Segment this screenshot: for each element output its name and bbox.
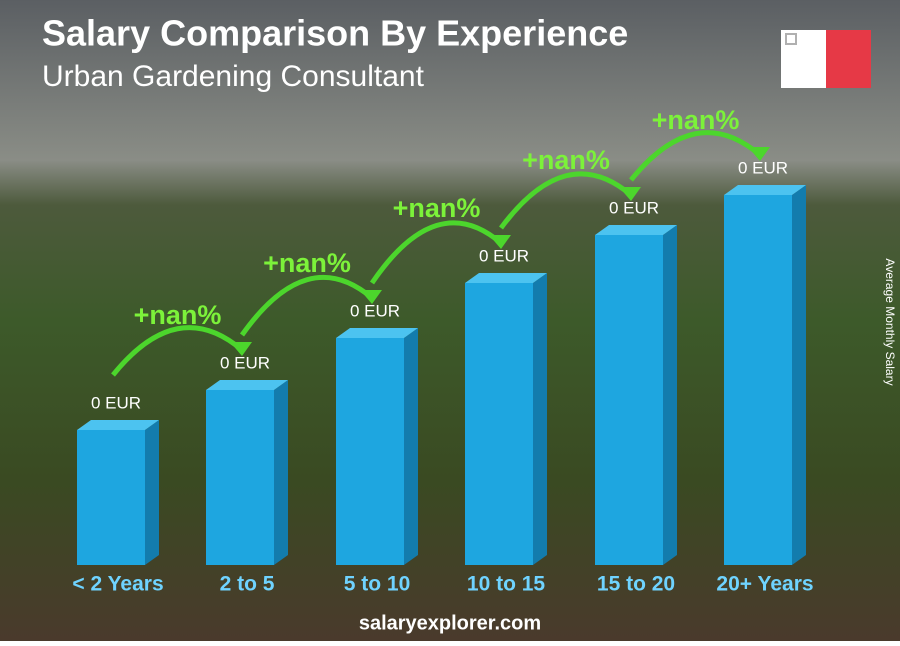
value-label: 0 EUR <box>350 301 400 320</box>
flag-red <box>826 30 871 88</box>
x-tick-label: < 2 Years <box>72 573 163 596</box>
chart-title: Salary Comparison By Experience <box>42 13 628 54</box>
arrow-head <box>619 187 641 201</box>
footer: salaryexplorer.com <box>359 612 541 634</box>
value-label: 0 EUR <box>738 158 788 177</box>
bar-side <box>663 225 677 565</box>
change-arrow <box>239 274 374 337</box>
change-arrow <box>629 130 762 182</box>
change-label: +nan% <box>652 105 740 135</box>
flag-white <box>781 30 826 88</box>
bar-side <box>404 328 418 565</box>
bar <box>206 390 274 565</box>
bar <box>465 283 533 565</box>
value-label: 0 EUR <box>91 393 141 412</box>
flag-cross <box>785 33 797 45</box>
bar-side <box>145 420 159 565</box>
x-tick-label: 2 to 5 <box>220 573 275 596</box>
bar <box>595 235 663 565</box>
change-label: +nan% <box>134 300 222 330</box>
bar-top <box>465 273 547 283</box>
bar-side <box>274 380 288 565</box>
bar <box>77 430 145 565</box>
value-label: 0 EUR <box>609 198 659 217</box>
arrow-head <box>489 235 511 249</box>
change-arrow <box>369 220 503 285</box>
bar <box>724 195 792 565</box>
arrow-head <box>360 290 382 304</box>
bar-top <box>206 380 288 390</box>
change-label: +nan% <box>522 145 610 175</box>
arrow-head <box>748 147 770 161</box>
bar <box>336 338 404 565</box>
x-tick-label: 5 to 10 <box>344 573 411 596</box>
x-tick-label: 20+ Years <box>716 573 813 596</box>
bar-top <box>724 185 806 195</box>
flag <box>781 30 871 88</box>
change-label: +nan% <box>393 193 481 223</box>
bar-side <box>533 273 547 565</box>
change-arrow <box>498 171 633 230</box>
value-label: 0 EUR <box>220 353 270 372</box>
change-arrow <box>111 325 244 377</box>
bar-side <box>792 185 806 565</box>
x-tick-label: 10 to 15 <box>467 573 546 596</box>
bar-top <box>595 225 677 235</box>
arrow-head <box>230 342 252 356</box>
change-label: +nan% <box>263 248 351 278</box>
bar-top <box>77 420 159 430</box>
chart-subtitle: Urban Gardening Consultant <box>42 60 425 93</box>
y-axis-label: Average Monthly Salary <box>883 258 897 385</box>
x-tick-label: 15 to 20 <box>597 573 675 596</box>
value-label: 0 EUR <box>479 246 529 265</box>
bar-top <box>336 328 418 338</box>
